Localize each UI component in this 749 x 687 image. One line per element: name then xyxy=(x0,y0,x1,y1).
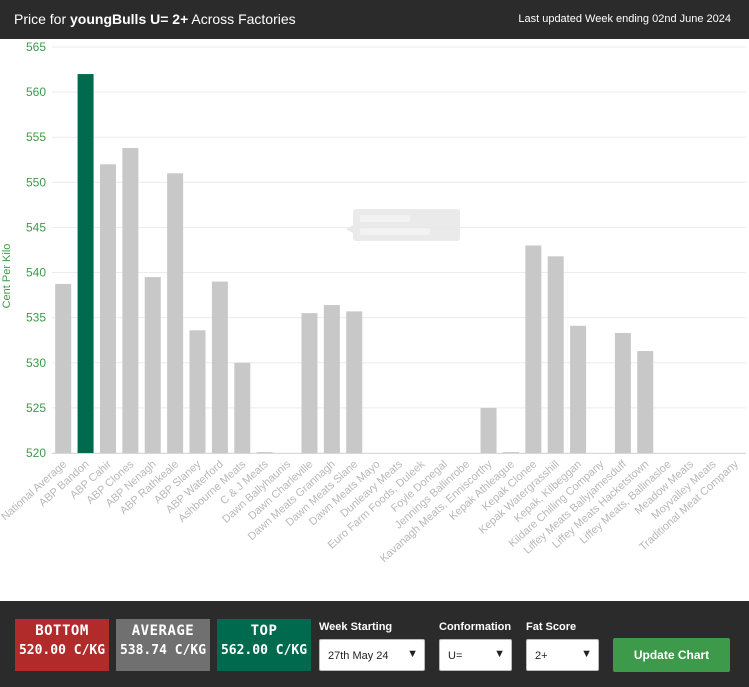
last-updated: Last updated Week ending 02nd June 2024 xyxy=(518,13,731,25)
bar[interactable] xyxy=(346,311,363,453)
chevron-down-icon: ▼ xyxy=(494,648,505,660)
tooltip xyxy=(346,209,460,241)
price-chart: 520 525 530 535 540 545 550 555 560 565 Cent Per … xyxy=(0,39,749,601)
bar[interactable] xyxy=(189,330,206,453)
week-label: Week Starting xyxy=(319,621,393,633)
average-label: AVERAGE xyxy=(131,623,195,639)
bar[interactable] xyxy=(234,362,251,453)
bar[interactable] xyxy=(570,325,587,453)
bar[interactable] xyxy=(547,256,564,453)
bar[interactable] xyxy=(614,333,631,453)
bars xyxy=(55,74,654,454)
chart-title: Price for youngBulls U= 2+ Across Factor… xyxy=(14,11,296,27)
bottom-label: BOTTOM xyxy=(35,623,89,639)
bar[interactable] xyxy=(144,277,161,453)
title-prefix: Price for xyxy=(14,11,67,27)
chart-header: Price for youngBulls U= 2+ Across Factor… xyxy=(0,0,749,39)
y-tick-label: 560 xyxy=(26,85,46,99)
week-value: 27th May 24 xyxy=(328,650,389,662)
bottom-value: 520.00 C/KG xyxy=(18,643,106,658)
bottom-price-box: BOTTOM 520.00 C/KG xyxy=(15,619,109,671)
average-value: 538.74 C/KG xyxy=(119,643,207,658)
bar-chart-svg: 520 525 530 535 540 545 550 555 560 565 Cent Per … xyxy=(0,40,746,565)
bar[interactable] xyxy=(502,452,519,454)
top-label: TOP xyxy=(250,623,278,639)
title-product: youngBulls U= 2+ xyxy=(70,11,189,27)
average-price-box: AVERAGE 538.74 C/KG xyxy=(116,619,210,671)
fat-score-label: Fat Score xyxy=(526,621,577,633)
bar[interactable] xyxy=(122,148,139,453)
bar[interactable] xyxy=(167,173,184,454)
y-tick-label: 535 xyxy=(26,311,46,325)
chevron-down-icon: ▼ xyxy=(407,648,418,660)
conformation-value: U= xyxy=(448,650,463,662)
week-select[interactable]: 27th May 24 ▼ xyxy=(319,639,425,671)
y-tick-label: 550 xyxy=(26,175,46,189)
title-suffix: Across Factories xyxy=(191,11,296,27)
y-axis: 520 525 530 535 540 545 550 555 560 565 xyxy=(26,40,46,460)
bar[interactable] xyxy=(525,245,542,453)
top-value: 562.00 C/KG xyxy=(220,643,308,658)
controls-bar: BOTTOM 520.00 C/KG AVERAGE 538.74 C/KG T… xyxy=(0,601,749,687)
y-tick-label: 525 xyxy=(26,401,46,415)
bar[interactable] xyxy=(77,74,94,454)
fat-score-value: 2+ xyxy=(535,650,548,662)
y-tick-label: 530 xyxy=(26,356,46,370)
y-axis-label: Cent Per Kilo xyxy=(1,244,13,309)
y-tick-label: 545 xyxy=(26,220,46,234)
bar[interactable] xyxy=(323,305,340,453)
y-tick-label: 520 xyxy=(26,446,46,460)
bar[interactable] xyxy=(211,281,228,453)
bar[interactable] xyxy=(256,452,273,454)
bar[interactable] xyxy=(301,313,318,453)
bar[interactable] xyxy=(637,351,654,453)
top-price-box: TOP 562.00 C/KG xyxy=(217,619,311,671)
bar[interactable] xyxy=(99,164,116,453)
y-tick-label: 540 xyxy=(26,266,46,280)
bar[interactable] xyxy=(55,283,72,453)
conformation-label: Conformation xyxy=(439,621,512,633)
chevron-down-icon: ▼ xyxy=(581,648,592,660)
y-tick-label: 555 xyxy=(26,130,46,144)
bar[interactable] xyxy=(480,407,497,453)
y-tick-label: 565 xyxy=(26,40,46,54)
fat-score-select[interactable]: 2+ ▼ xyxy=(526,639,599,671)
conformation-select[interactable]: U= ▼ xyxy=(439,639,512,671)
update-chart-button[interactable]: Update Chart xyxy=(613,638,730,672)
